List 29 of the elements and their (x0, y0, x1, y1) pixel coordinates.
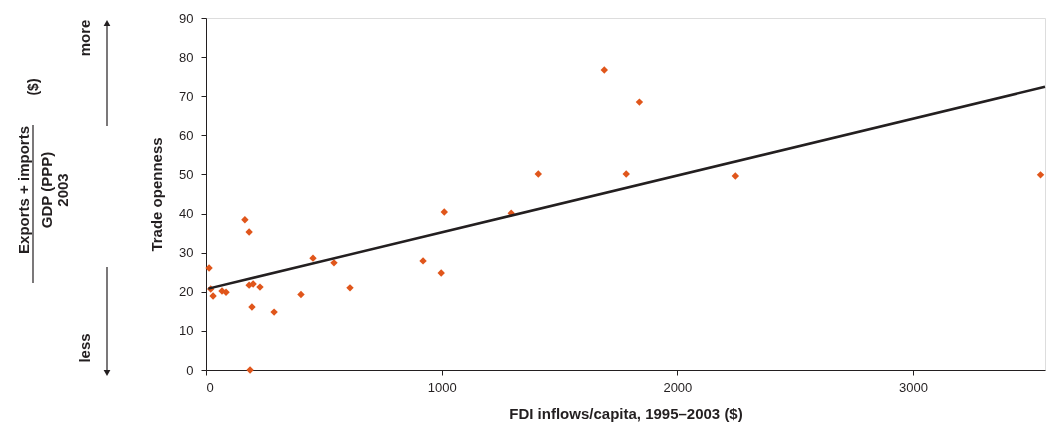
point (635, 98, 644, 106)
text: ($) (25, 78, 41, 96)
point (600, 66, 608, 74)
x-tick-label: 2000 (663, 379, 693, 395)
x-tick-label: 0 (206, 379, 214, 395)
point (1036, 171, 1045, 179)
y-tick-label: 90 (179, 10, 194, 26)
y-tick-label: 40 (179, 206, 194, 222)
y-tick-label: 10 (179, 323, 194, 339)
y-tick-label: 80 (179, 49, 194, 65)
x-axis-title: FDI inflows/capita, 1995–2003 ($) (509, 404, 743, 422)
x-tick-label: 3000 (899, 379, 928, 395)
point (297, 290, 305, 299)
text: GDP (PPP) (38, 151, 55, 229)
x-tick-label: 1000 (427, 379, 457, 395)
point (241, 216, 249, 224)
y-tick-label: 60 (179, 127, 194, 143)
text: 2003 (54, 173, 71, 207)
text: less (76, 333, 93, 363)
text: more (76, 19, 93, 57)
y-tick-label: 70 (179, 88, 194, 104)
y-tick-label: 30 (179, 245, 194, 261)
y-tick-label: 20 (179, 284, 194, 300)
point (731, 172, 740, 180)
y-axis-title: Trade openness (148, 137, 166, 252)
point (534, 170, 543, 178)
text: Exports + imports (15, 126, 32, 254)
y-tick-label: 50 (179, 166, 194, 182)
y-tick-label: 0 (186, 362, 194, 378)
